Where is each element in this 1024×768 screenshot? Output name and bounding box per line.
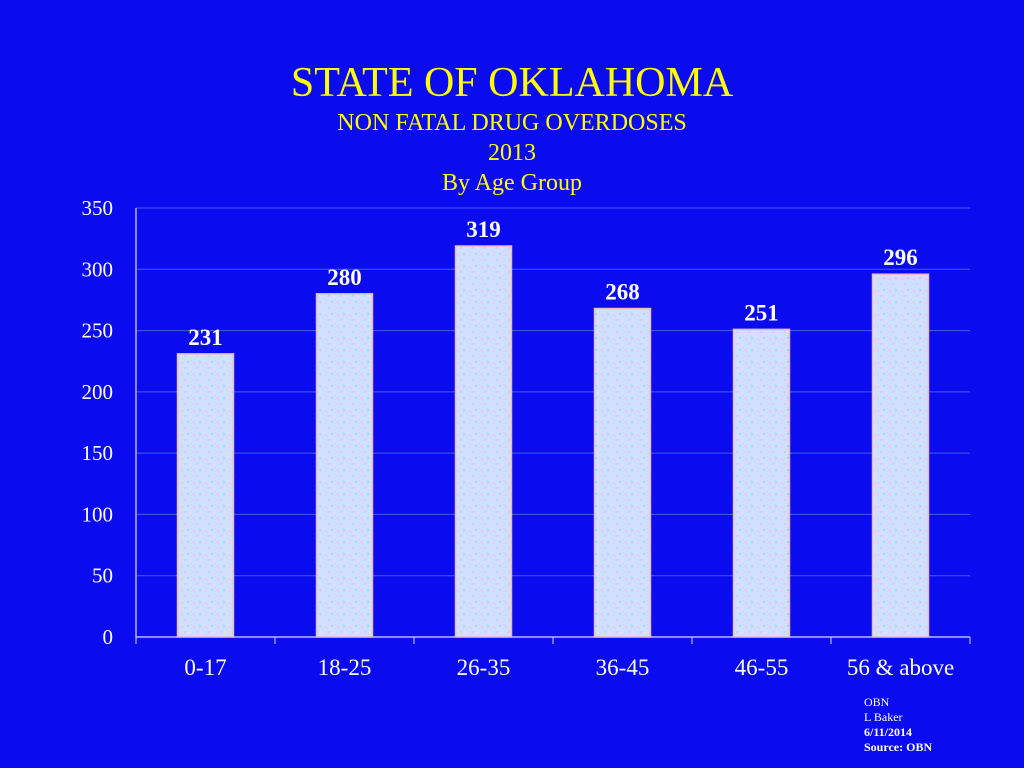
data-label: 296: [883, 245, 918, 270]
x-tick-label: 18-25: [318, 655, 372, 680]
bar: [315, 293, 374, 638]
footnote-source: Source: OBN: [864, 740, 933, 754]
data-label: 319: [466, 217, 501, 242]
chart-subtitle-line-2: 2013: [488, 140, 536, 166]
y-tick-label: 50: [92, 564, 113, 588]
bars-layer: [176, 245, 930, 638]
footnote-date: 6/11/2014: [864, 725, 913, 739]
data-label: 231: [188, 325, 223, 350]
data-label: 251: [744, 300, 779, 325]
chart-title: STATE OF OKLAHOMA: [290, 60, 734, 106]
chart-subtitle-line-1: NON FATAL DRUG OVERDOSES: [337, 110, 687, 136]
y-tick-label: 0: [103, 625, 114, 649]
y-tick-label: 350: [82, 196, 114, 220]
title-block: STATE OF OKLAHOMA NON FATAL DRUG OVERDOS…: [0, 58, 1024, 198]
footnote-org: OBN: [864, 695, 890, 709]
chart-subtitle-line-3: By Age Group: [442, 170, 582, 196]
bar: [454, 245, 513, 638]
bar: [871, 273, 930, 638]
x-tick-label: 36-45: [596, 655, 650, 680]
x-tick-label: 46-55: [735, 655, 789, 680]
bar: [176, 353, 235, 638]
grid-layer: [135, 207, 971, 644]
footnote-author: L Baker: [864, 710, 903, 724]
y-tick-label: 300: [82, 257, 114, 281]
x-tick-label: 26-35: [457, 655, 511, 680]
x-tick-label: 0-17: [184, 655, 226, 680]
y-tick-label: 150: [82, 441, 114, 465]
y-tick-label: 250: [82, 319, 114, 343]
footnote: OBN L Baker 6/11/2014 Source: OBN: [864, 695, 932, 755]
bar: [593, 307, 652, 638]
data-label: 268: [605, 280, 640, 305]
labels-layer: 0 50 100 150 200 250 300 350 231 0-17 280 18-25 319 2…: [82, 196, 955, 680]
x-tick-label: 56 & above: [847, 655, 954, 680]
data-label: 280: [327, 265, 362, 290]
bar: [732, 328, 791, 638]
y-tick-label: 200: [82, 380, 114, 404]
y-tick-label: 100: [82, 502, 114, 526]
